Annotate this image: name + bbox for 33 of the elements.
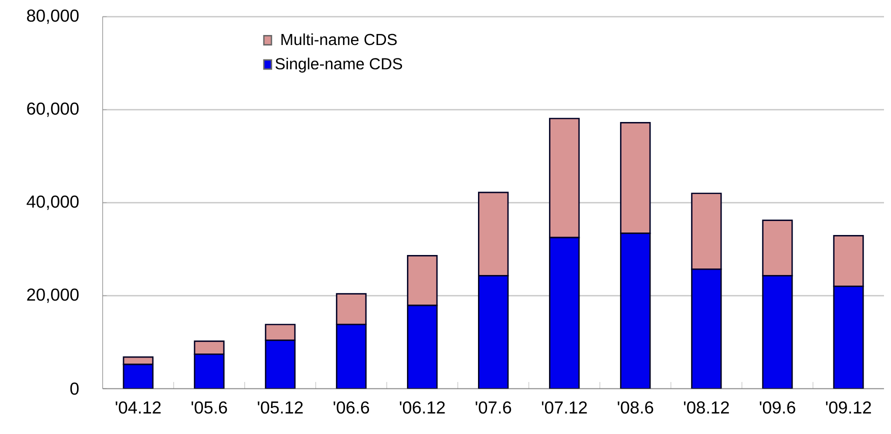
x-tick-label: '06.12 <box>400 401 445 414</box>
bar <box>406 255 438 306</box>
legend-label: Single-name CDS <box>276 58 402 73</box>
y-tick-label: 80,000 <box>27 10 79 24</box>
y-tick-label: 0 <box>70 382 79 395</box>
bar <box>336 324 367 389</box>
x-tick-label: '09.6 <box>760 401 796 414</box>
x-tick-label: '05.6 <box>192 401 227 414</box>
x-tick-label: '05.12 <box>258 401 303 414</box>
y-tick-label: 60,000 <box>27 102 79 117</box>
bar <box>194 340 225 355</box>
legend-label: Multi-name CDS <box>281 33 397 46</box>
bar <box>620 232 651 389</box>
x-tick-label: '09.12 <box>826 401 871 414</box>
x-tick-label: '07.12 <box>542 401 587 414</box>
bar <box>264 340 296 389</box>
bar <box>833 286 864 389</box>
y-tick-label: 20,000 <box>27 288 79 303</box>
bar <box>194 354 225 389</box>
bar <box>264 324 296 341</box>
x-tick-label: '06.6 <box>334 401 370 414</box>
x-tick-label: '07.6 <box>476 401 512 414</box>
bar <box>762 274 793 389</box>
bar <box>122 364 154 389</box>
bar <box>336 293 367 326</box>
x-tick-label: '04.12 <box>116 401 161 414</box>
x-tick-label: '08.12 <box>684 401 729 414</box>
x-tick-label: '08.6 <box>618 401 654 414</box>
bar <box>691 268 722 389</box>
bar <box>549 236 580 389</box>
bar <box>478 274 509 389</box>
y-tick-label: 40,000 <box>26 195 79 210</box>
bar <box>406 304 438 389</box>
